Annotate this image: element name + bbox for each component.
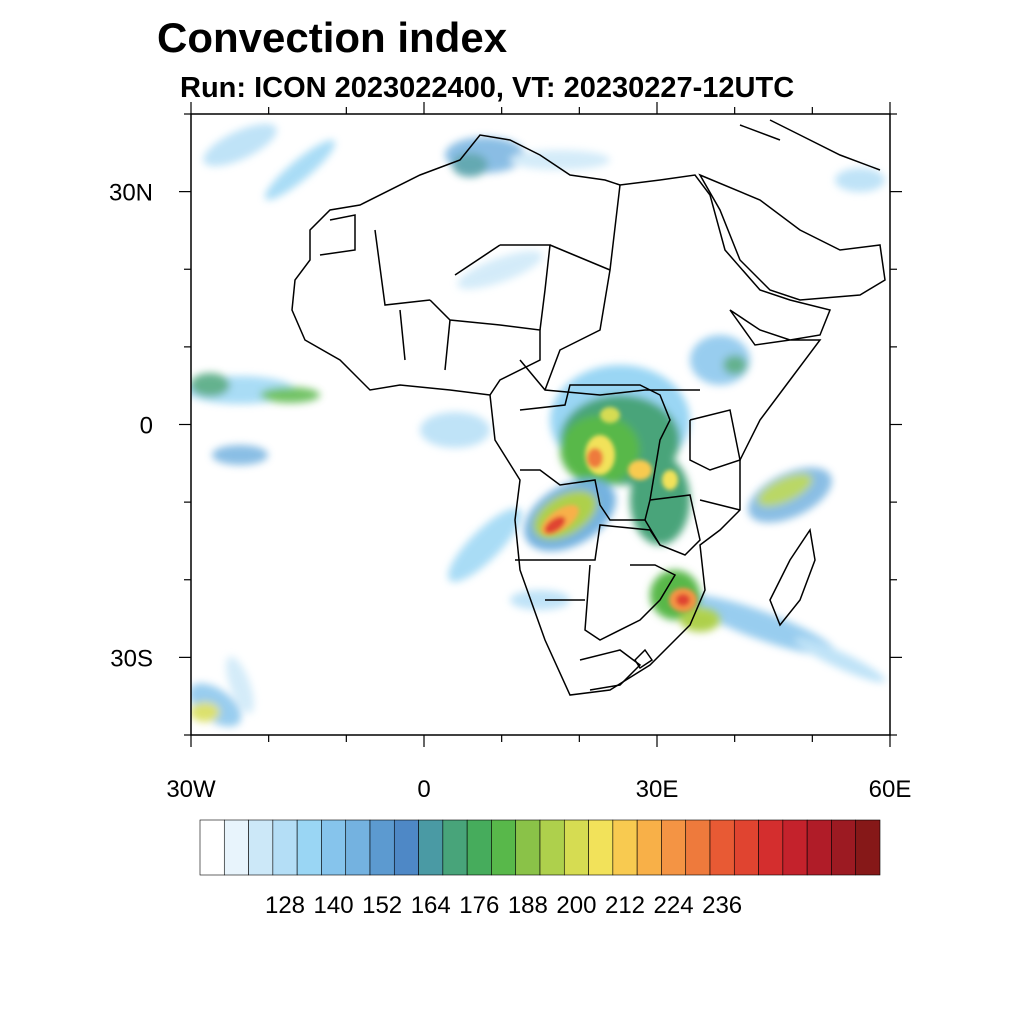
colorbar-swatch [685,819,711,876]
colorbar-swatch [345,819,371,876]
colorbar-swatch [806,819,832,876]
y-tick-label: 30N [109,180,153,207]
colorbar-swatch [199,819,225,876]
colorbar-label: 140 [314,892,354,919]
colorbar-swatch [272,819,298,876]
colorbar-label: 128 [265,892,305,919]
coastlines [291,119,886,696]
axis-ticks: 30W 0 30E 60E 30N 0 30S [109,102,911,803]
colorbar-swatch [321,819,347,876]
colorbar-swatch [782,819,808,876]
convection-field [191,123,886,727]
colorbar-swatch [491,819,517,876]
colorbar-swatch [612,819,638,876]
colorbar-swatch [588,819,614,876]
colorbar-label: 200 [556,892,596,919]
colorbar-swatch [636,819,662,876]
colorbar-label: 236 [702,892,742,919]
colorbar-swatch [758,819,784,876]
colorbar-swatch [733,819,759,876]
colorbar: 128 140 152 164 176 188 200 212 224 236 [199,819,881,919]
colorbar-swatch [296,819,322,876]
y-tick-label: 0 [140,413,153,440]
chart-subtitle: Run: ICON 2023022400, VT: 20230227-12UTC [180,72,795,104]
colorbar-label: 176 [459,892,499,919]
colorbar-swatch [539,819,565,876]
x-tick-label: 30W [166,776,216,803]
colorbar-label: 188 [508,892,548,919]
colorbar-swatch [855,819,881,876]
colorbar-swatch [369,819,395,876]
colorbar-label: 152 [362,892,402,919]
colorbar-swatch [393,819,419,876]
y-tick-label: 30S [110,645,153,672]
colorbar-swatch [466,819,492,876]
colorbar-swatch [248,819,274,876]
x-tick-label: 30E [636,776,679,803]
colorbar-swatch [418,819,444,876]
x-tick-label: 60E [869,776,912,803]
colorbar-swatch [442,819,468,876]
colorbar-swatch [661,819,687,876]
colorbar-swatch [515,819,541,876]
colorbar-swatch [831,819,857,876]
chart-title: Convection index [157,14,508,61]
colorbar-label: 224 [654,892,694,919]
colorbar-label: 212 [605,892,645,919]
colorbar-swatch [563,819,589,876]
colorbar-swatch [709,819,735,876]
x-tick-label: 0 [417,776,430,803]
colorbar-swatch [223,819,249,876]
colorbar-label: 164 [411,892,451,919]
